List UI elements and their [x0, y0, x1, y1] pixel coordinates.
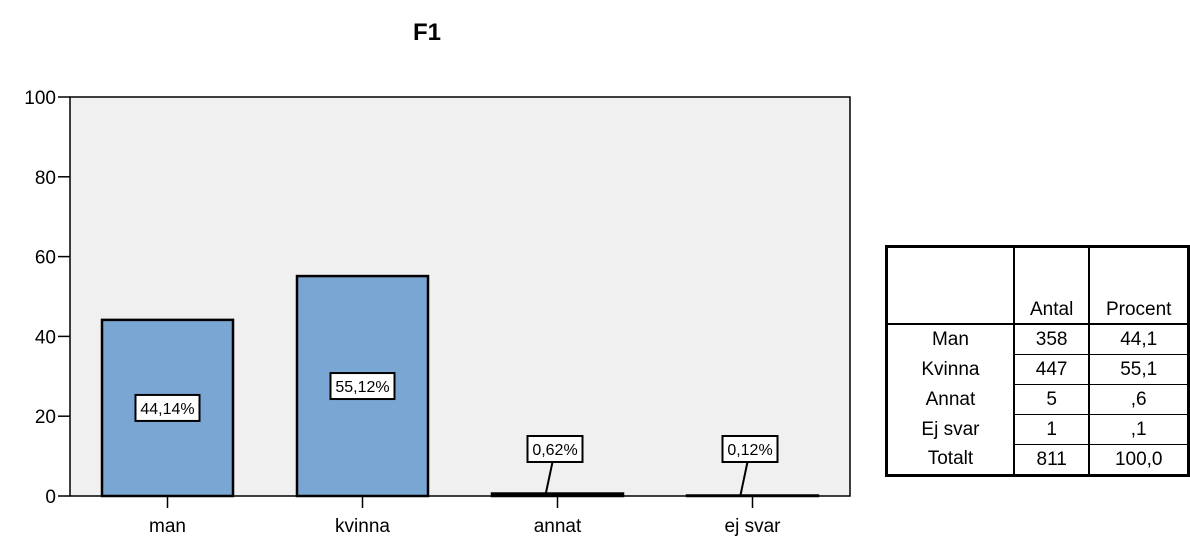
- x-tick-label: annat: [534, 516, 582, 537]
- cell-procent: 44,1: [1089, 324, 1189, 355]
- y-axis: 0 20 40 60 80 100: [24, 88, 70, 508]
- y-tick-label: 20: [35, 407, 56, 428]
- frequency-table: Antal Procent Man 358 44,1 Kvinna 447 55…: [885, 245, 1190, 477]
- table-row: Annat 5 ,6: [886, 384, 1189, 415]
- table-row: Totalt 811 100,0: [886, 444, 1189, 476]
- table-header-procent: Procent: [1105, 299, 1172, 320]
- data-label-box: [134, 393, 201, 422]
- x-tick-label: kvinna: [335, 516, 390, 537]
- table-row: Ej svar 1 ,1: [886, 414, 1189, 445]
- cell-antal: 447: [1013, 354, 1091, 385]
- y-tick-label: 40: [35, 327, 56, 348]
- data-label: 0,12%: [727, 442, 772, 459]
- row-label: Ej svar: [886, 414, 1015, 445]
- chart-title: F1: [413, 19, 441, 46]
- y-tick-label: 80: [35, 168, 56, 189]
- cell-antal: 811: [1013, 444, 1091, 476]
- data-label-leader: [544, 461, 554, 496]
- bar-annat: [490, 492, 625, 498]
- y-tick-label: 60: [35, 248, 56, 269]
- bar-chart: F1 0 20 40 60 80 100 man kvinna annat ej svar 44…: [24, 19, 851, 537]
- table-header-antal: Antal: [1013, 246, 1091, 324]
- row-label: Kvinna: [886, 354, 1015, 385]
- y-tick-label: 0: [45, 487, 56, 508]
- data-label: 44,14%: [140, 401, 194, 418]
- y-tick-label: 100: [24, 88, 56, 109]
- table-row: Kvinna 447 55,1: [886, 354, 1189, 385]
- bar-ej-svar: [685, 494, 820, 498]
- data-label-box: [721, 435, 779, 463]
- row-label: Man: [886, 324, 1015, 355]
- x-tick-label: ej svar: [725, 516, 782, 537]
- table-row: Man 358 44,1: [886, 324, 1189, 355]
- cell-procent: ,6: [1089, 384, 1189, 415]
- cell-procent: 55,1: [1089, 354, 1189, 385]
- table-header-row: Antal Procent: [886, 246, 1189, 324]
- cell-antal: 5: [1013, 384, 1091, 415]
- cell-procent: ,1: [1089, 414, 1189, 445]
- data-label: 55,12%: [335, 379, 389, 396]
- table-header-blank: [886, 246, 1015, 324]
- x-axis: man kvinna annat ej svar: [149, 496, 781, 537]
- row-label: Annat: [886, 384, 1015, 415]
- row-label: Totalt: [886, 444, 1015, 476]
- x-tick-label: man: [149, 516, 186, 537]
- cell-antal: 358: [1013, 324, 1091, 355]
- data-label-box: [526, 435, 584, 463]
- cell-procent: 100,0: [1114, 448, 1163, 470]
- data-label: 0,62%: [532, 442, 577, 459]
- data-labels: 44,14% 55,12% 0,62% 0,12%: [134, 372, 779, 496]
- data-label-leader: [739, 461, 749, 496]
- cell-antal: 1: [1013, 414, 1091, 445]
- data-label-box: [329, 372, 396, 401]
